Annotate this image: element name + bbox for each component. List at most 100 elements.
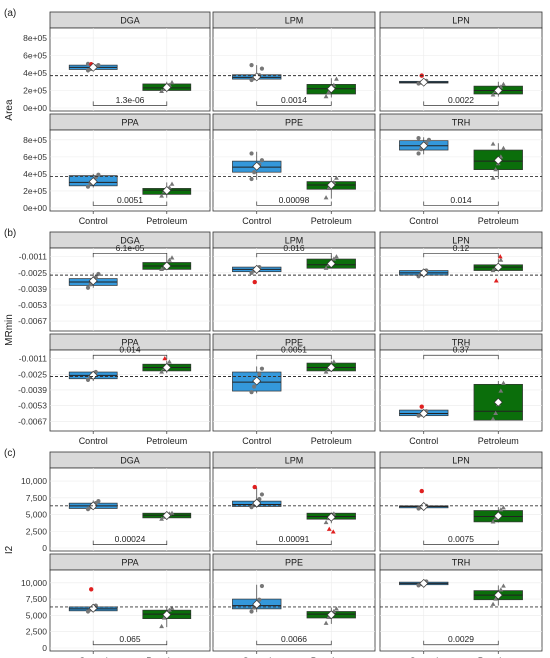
x-tick-label: Petroleum (478, 436, 519, 446)
p-value-label: 0.0029 (448, 634, 474, 644)
facet-panel-dga: DGA 0e+00 2e+05 4e+05 6e+05 8e+05 1.3e-06 (23, 11, 211, 113)
data-point (334, 76, 339, 81)
data-point (416, 151, 421, 156)
mean-marker (252, 161, 262, 171)
mean-marker (162, 82, 172, 92)
facet-title: LPN (452, 16, 470, 26)
outlier-point (89, 587, 94, 592)
data-point (323, 519, 329, 525)
mean-marker (493, 590, 503, 600)
mean-marker (162, 610, 172, 620)
p-value-label: 0.016 (283, 243, 305, 253)
y-tick-label: -0.0025 (18, 268, 47, 278)
data-point (257, 372, 262, 377)
significance-bracket (423, 252, 499, 258)
significance-bracket (423, 640, 499, 646)
significance-bracket (256, 101, 332, 106)
control-box (399, 136, 449, 156)
mean-marker (326, 259, 336, 269)
outlier-point (419, 404, 424, 409)
chart-group-area: (a) Area DGA 0e+00 2e+05 4e+05 6e+05 8e+05 1.3e-… (4, 8, 543, 226)
significance-bracket (423, 354, 499, 360)
data-point (159, 623, 164, 629)
x-tick-label: Petroleum (311, 216, 352, 226)
control-box (399, 488, 449, 511)
data-point (331, 256, 337, 261)
data-point (252, 170, 257, 175)
y-tick-label: 10,000 (21, 578, 47, 588)
data-point (161, 615, 167, 620)
plot-area (212, 467, 376, 552)
data-point (85, 61, 91, 66)
p-value-label: 0.00098 (279, 195, 310, 205)
facet-panel-ppa: PPA 0e+00 2e+05 4e+05 6e+05 8e+05 0.0051 Contro… (23, 113, 211, 226)
facet-panel-trh: TRH 0.014 Control Petroleum (379, 113, 543, 226)
p-value-label: 0.065 (119, 634, 141, 644)
facet-title: LPM (285, 236, 304, 246)
significance-bracket (92, 354, 168, 360)
petroleum-box (142, 605, 192, 629)
y-tick-label: 0e+00 (23, 103, 47, 113)
data-point (323, 265, 329, 270)
facet-title: PPE (285, 338, 303, 348)
y-tick-label: 10,000 (21, 476, 47, 486)
x-tick-label: Control (242, 436, 271, 446)
p-value-label: 0.0014 (281, 95, 307, 105)
y-tick-label: 7,500 (26, 594, 48, 604)
plot-area (212, 27, 376, 112)
data-point (416, 136, 421, 141)
data-point (490, 601, 496, 606)
data-point (249, 609, 254, 614)
facet-panel-lpm: LPM 0.00091 (212, 451, 376, 552)
facet-title: LPN (452, 456, 470, 466)
control-box (68, 271, 118, 290)
data-point (259, 66, 265, 71)
data-point (259, 366, 265, 371)
x-tick-label: Control (79, 656, 108, 658)
mean-marker (493, 511, 503, 521)
figure-tag: (a) (4, 8, 16, 19)
data-point (334, 175, 339, 180)
p-value-label: 0.0051 (281, 345, 307, 355)
data-point (259, 158, 265, 163)
y-tick-label: 4e+05 (23, 169, 47, 179)
data-point (501, 583, 506, 588)
mean-marker (162, 261, 172, 271)
data-point (85, 377, 91, 382)
data-point (167, 607, 172, 612)
petroleum-box (142, 181, 192, 198)
facet-panel-ppe: PPE 0.00098 Control Petroleum (212, 113, 376, 226)
y-axis-label: Area (4, 99, 15, 121)
data-point (85, 285, 91, 290)
data-point (159, 193, 164, 198)
mean-marker (493, 155, 503, 165)
facet-panel-ppa: PPA -0.0067 -0.0053 -0.0039 -0.0025 -0.0011 0.… (18, 333, 211, 446)
p-value-label: 1.3e-06 (116, 95, 145, 105)
y-tick-label: 6e+05 (23, 51, 47, 61)
data-point (257, 497, 262, 502)
petroleum-box (306, 359, 356, 374)
outlier-point (162, 355, 168, 361)
x-tick-label: Control (242, 216, 271, 226)
data-point (259, 492, 265, 497)
petroleum-box (306, 511, 356, 534)
data-point (249, 63, 254, 68)
plot-area (379, 467, 543, 552)
figure-tag: (c) (4, 448, 16, 459)
control-box (232, 583, 282, 614)
petroleum-box (142, 510, 192, 521)
data-point (96, 172, 101, 177)
mean-marker (252, 264, 262, 274)
facet-panel-trh: TRH 0.0029 Control Petroleum (379, 553, 543, 658)
facet-panel-lpn: LPN 0.0022 (379, 11, 543, 112)
facet-title: PPA (121, 338, 138, 348)
data-point (323, 620, 329, 625)
data-point (493, 515, 499, 521)
mean-marker (162, 186, 172, 196)
data-point (501, 81, 506, 86)
y-tick-label: -0.0053 (18, 300, 47, 310)
petroleum-box (473, 141, 523, 180)
control-box (68, 369, 118, 382)
p-value-label: 0.00091 (279, 534, 310, 544)
mean-marker (162, 511, 172, 521)
